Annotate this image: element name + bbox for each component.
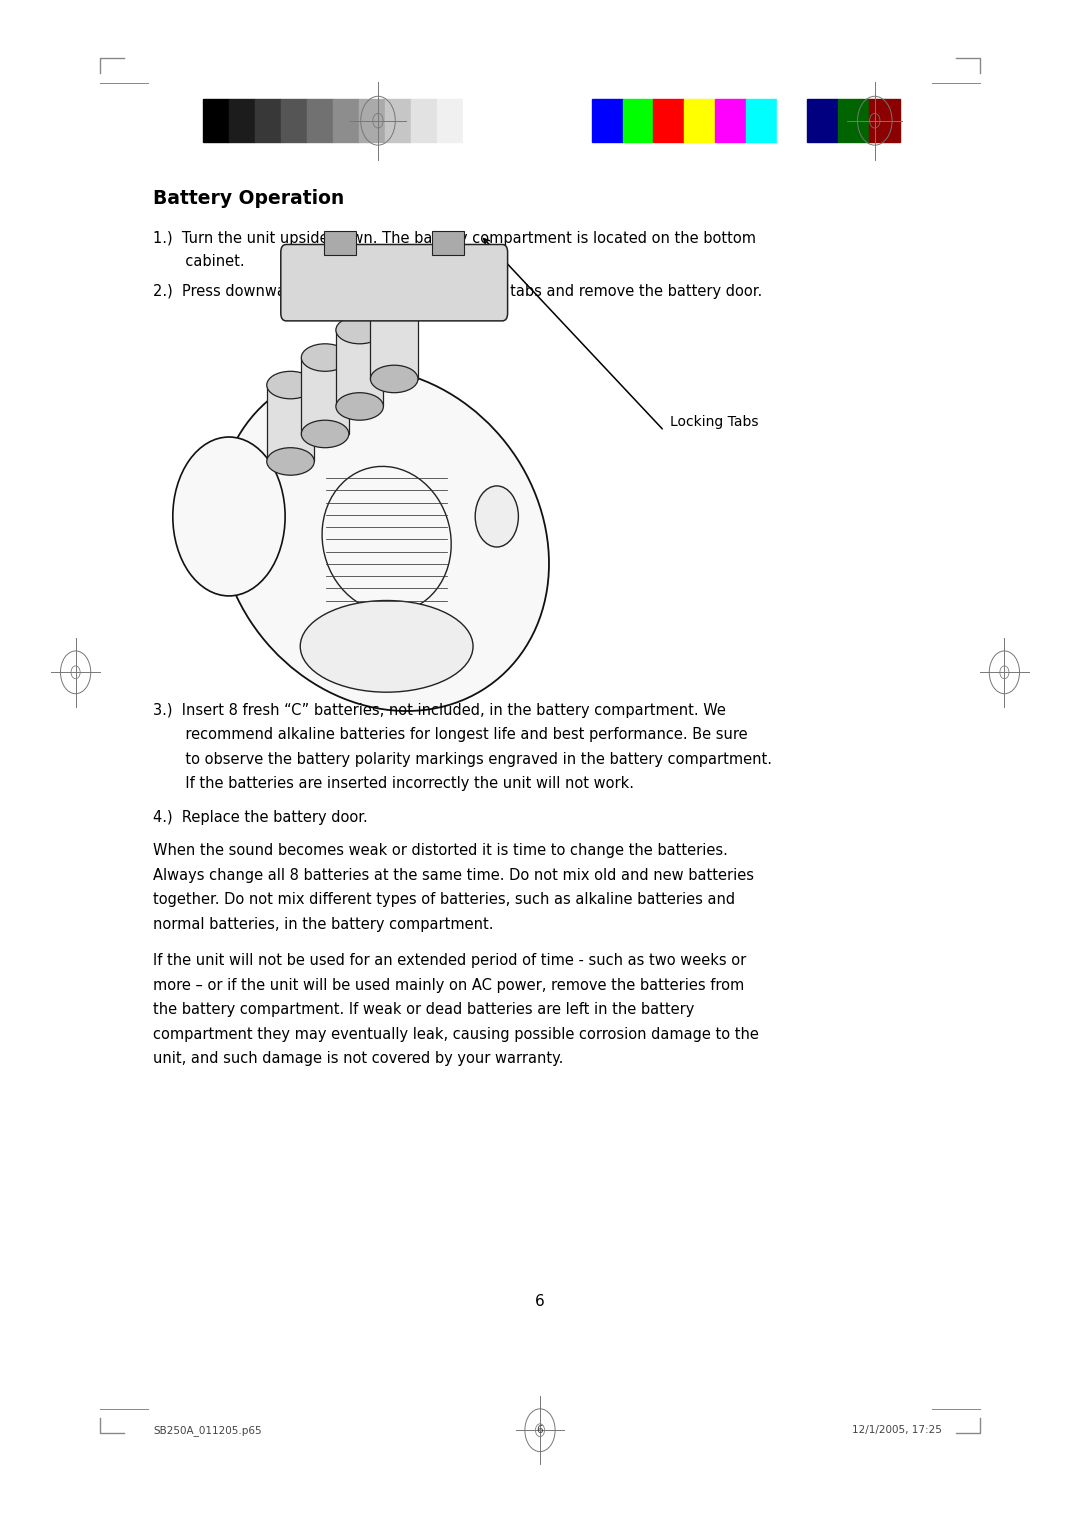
Bar xyxy=(437,99,463,142)
Ellipse shape xyxy=(300,601,473,692)
Text: 12/1/2005, 17:25: 12/1/2005, 17:25 xyxy=(852,1426,942,1435)
Bar xyxy=(267,385,314,461)
FancyBboxPatch shape xyxy=(281,244,508,321)
Text: more – or if the unit will be used mainly on AC power, remove the batteries from: more – or if the unit will be used mainl… xyxy=(153,978,744,993)
Text: 3.)  Insert 8 fresh “C” batteries, not included, in the battery compartment. We: 3.) Insert 8 fresh “C” batteries, not in… xyxy=(153,703,726,718)
Text: 2.)  Press downward on the battery door locking tabs and remove the battery door: 2.) Press downward on the battery door l… xyxy=(153,284,762,299)
Text: SB250A_011205.p65: SB250A_011205.p65 xyxy=(153,1424,262,1436)
Text: If the unit will not be used for an extended period of time - such as two weeks : If the unit will not be used for an exte… xyxy=(153,953,746,969)
Text: cabinet.: cabinet. xyxy=(153,254,245,269)
Ellipse shape xyxy=(370,289,418,316)
Bar xyxy=(592,99,622,142)
Bar xyxy=(307,99,333,142)
Ellipse shape xyxy=(301,344,349,371)
Bar xyxy=(336,330,383,406)
Text: compartment they may eventually leak, causing possible corrosion damage to the: compartment they may eventually leak, ca… xyxy=(153,1027,759,1042)
Bar xyxy=(745,99,777,142)
Text: 1.)  Turn the unit upside down. The battery compartment is located on the bottom: 1.) Turn the unit upside down. The batte… xyxy=(153,231,756,246)
Ellipse shape xyxy=(370,365,418,393)
Text: Battery Operation: Battery Operation xyxy=(153,189,345,208)
Bar xyxy=(622,99,653,142)
Bar xyxy=(808,99,838,142)
Bar xyxy=(432,231,464,255)
Bar xyxy=(229,99,255,142)
Text: 4.)  Replace the battery door.: 4.) Replace the battery door. xyxy=(153,810,368,825)
Bar xyxy=(281,99,307,142)
Circle shape xyxy=(269,400,303,449)
Ellipse shape xyxy=(267,448,314,475)
Text: the battery compartment. If weak or dead batteries are left in the battery: the battery compartment. If weak or dead… xyxy=(153,1002,694,1018)
Text: Always change all 8 batteries at the same time. Do not mix old and new batteries: Always change all 8 batteries at the sam… xyxy=(153,868,754,883)
Ellipse shape xyxy=(336,393,383,420)
Bar xyxy=(203,99,229,142)
Text: unit, and such damage is not covered by your warranty.: unit, and such damage is not covered by … xyxy=(153,1051,564,1067)
Bar xyxy=(463,99,489,142)
Ellipse shape xyxy=(301,420,349,448)
Bar xyxy=(255,99,281,142)
Bar xyxy=(333,99,360,142)
Bar xyxy=(360,99,386,142)
Bar xyxy=(324,231,356,255)
Bar xyxy=(838,99,868,142)
Text: If the batteries are inserted incorrectly the unit will not work.: If the batteries are inserted incorrectl… xyxy=(153,776,634,792)
Text: together. Do not mix different types of batteries, such as alkaline batteries an: together. Do not mix different types of … xyxy=(153,892,735,908)
Bar xyxy=(370,303,418,379)
Text: normal batteries, in the battery compartment.: normal batteries, in the battery compart… xyxy=(153,917,494,932)
Circle shape xyxy=(173,437,285,596)
Ellipse shape xyxy=(336,316,383,344)
Bar xyxy=(715,99,745,142)
Ellipse shape xyxy=(322,466,451,613)
Bar xyxy=(301,358,349,434)
Text: When the sound becomes weak or distorted it is time to change the batteries.: When the sound becomes weak or distorted… xyxy=(153,843,728,859)
Bar xyxy=(386,99,411,142)
Ellipse shape xyxy=(218,368,549,711)
Circle shape xyxy=(475,486,518,547)
Ellipse shape xyxy=(267,371,314,399)
Bar xyxy=(653,99,685,142)
Bar xyxy=(777,99,808,142)
Bar xyxy=(685,99,715,142)
Text: 6: 6 xyxy=(535,1294,545,1309)
Text: 6: 6 xyxy=(537,1426,543,1435)
Text: to observe the battery polarity markings engraved in the battery compartment.: to observe the battery polarity markings… xyxy=(153,752,772,767)
Text: Locking Tabs: Locking Tabs xyxy=(670,414,758,429)
Bar xyxy=(868,99,900,142)
Text: recommend alkaline batteries for longest life and best performance. Be sure: recommend alkaline batteries for longest… xyxy=(153,727,748,743)
Bar xyxy=(411,99,437,142)
